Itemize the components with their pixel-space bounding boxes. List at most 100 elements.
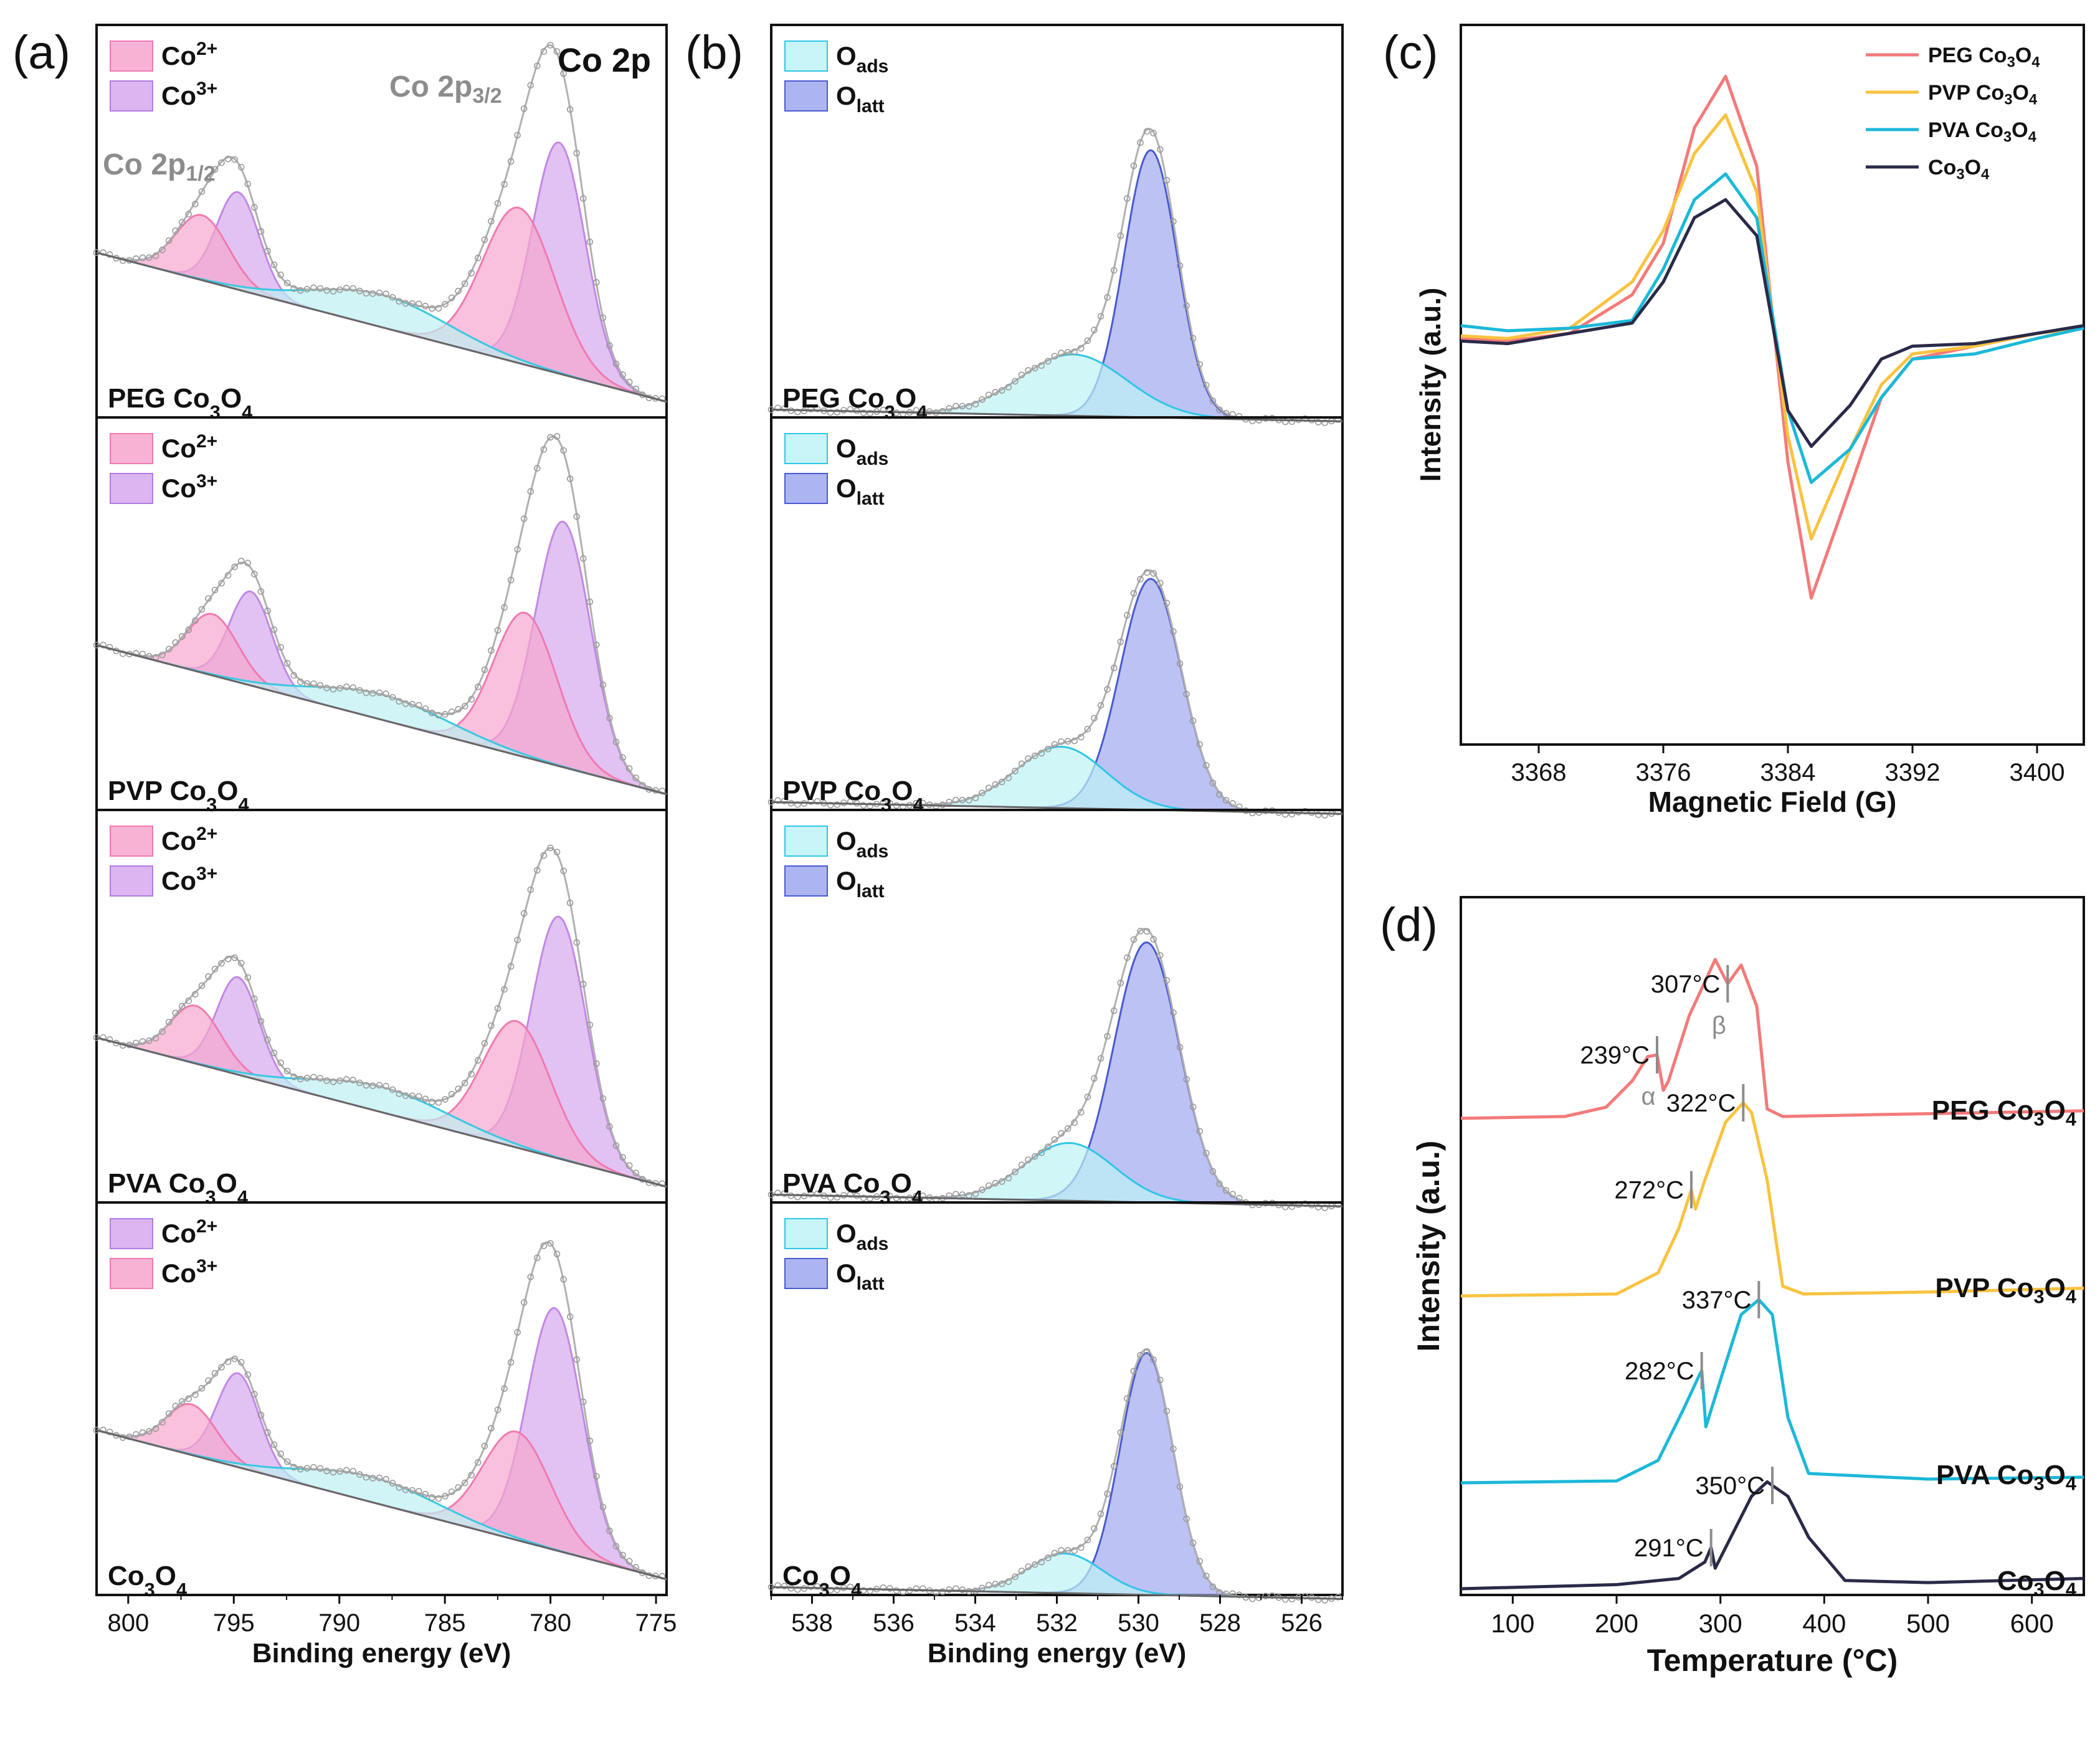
data-point	[185, 626, 192, 634]
data-point	[192, 991, 199, 998]
sample-label-part: PEG Co	[782, 383, 885, 414]
data-point	[1051, 1549, 1058, 1557]
data-point	[251, 571, 258, 578]
data-point	[270, 626, 278, 633]
data-point	[270, 1441, 278, 1449]
peak-label-2p32-text: Co 2p	[389, 70, 472, 103]
data-point	[244, 559, 252, 566]
legend-label: Co3+	[161, 471, 217, 503]
data-point	[1176, 262, 1184, 269]
data-point	[534, 465, 541, 472]
data-point	[999, 1580, 1005, 1588]
data-point	[553, 48, 561, 55]
data-point	[330, 685, 337, 693]
data-point	[527, 82, 535, 89]
data-point	[369, 1475, 376, 1482]
background-line	[771, 1586, 1343, 1600]
legend-label-text: O	[836, 81, 857, 110]
data-point	[972, 401, 979, 407]
data-point	[396, 1090, 402, 1097]
data-point	[461, 1479, 468, 1487]
data-point	[540, 852, 548, 859]
data-point	[277, 1059, 284, 1067]
data-point	[402, 700, 409, 707]
data-point	[1124, 954, 1131, 961]
sample-label-part: PEG Co	[108, 383, 210, 414]
data-point	[1012, 768, 1019, 774]
legend-label-sub: ads	[857, 841, 889, 862]
data-point	[349, 1077, 357, 1083]
data-point	[409, 1092, 416, 1100]
data-point	[1314, 419, 1322, 426]
plot-frame	[1460, 24, 2085, 746]
data-point	[1124, 195, 1131, 202]
data-point	[579, 1398, 587, 1406]
data-point	[1077, 1108, 1085, 1116]
data-point	[959, 1191, 966, 1198]
component-peak-fill	[771, 579, 1342, 814]
data-point	[178, 219, 186, 226]
data-point	[952, 402, 959, 410]
data-point	[218, 959, 225, 967]
data-point	[860, 1194, 867, 1202]
data-point	[1130, 936, 1138, 943]
sample-label-digit: 4	[916, 401, 927, 423]
sample-label-part: PVA Co	[782, 1168, 880, 1199]
data-point	[382, 290, 389, 297]
data-point	[270, 261, 278, 269]
data-point	[834, 1586, 841, 1593]
data-point	[1288, 1203, 1296, 1211]
data-point	[1150, 130, 1157, 136]
data-point	[363, 1473, 370, 1481]
data-point	[972, 794, 979, 801]
data-point	[349, 684, 357, 691]
legend-label-sub2: 4	[2028, 128, 2037, 145]
data-point	[1077, 345, 1085, 352]
legend-label-sub1: 3	[1956, 166, 1964, 183]
legend-label: Co3+	[161, 1256, 217, 1288]
data-point	[606, 1527, 613, 1535]
data-point	[952, 796, 959, 804]
data-point	[1005, 1578, 1012, 1585]
data-point	[1196, 741, 1204, 748]
data-point	[566, 475, 574, 482]
data-point	[435, 1495, 442, 1502]
data-point	[959, 402, 966, 410]
legend-label: Olatt	[836, 474, 885, 509]
data-point	[382, 1083, 389, 1090]
data-point	[540, 48, 548, 55]
data-point	[1170, 1445, 1177, 1452]
legend-swatch	[784, 826, 828, 857]
trace-label-sub1: 3	[2033, 1286, 2044, 1308]
legend-label-text: O	[836, 474, 857, 503]
data-point	[133, 1431, 140, 1438]
data-point	[363, 1082, 370, 1089]
data-point	[1196, 361, 1204, 368]
sample-label-digit: 3	[819, 1579, 830, 1601]
subplot-1: Co2+Co3+PVP Co3O4	[93, 431, 667, 816]
data-point	[389, 1086, 396, 1093]
data-point	[1314, 1596, 1322, 1603]
data-point	[264, 607, 271, 614]
x-tick-label: 775	[635, 1609, 677, 1637]
data-point	[330, 1469, 337, 1476]
data-point	[632, 385, 640, 393]
component-peak-fill	[97, 1021, 667, 1187]
data-point	[781, 405, 788, 412]
data-point	[343, 1076, 350, 1083]
data-point	[396, 1484, 402, 1491]
data-point	[1321, 1204, 1329, 1211]
data-point	[985, 1581, 992, 1589]
data-point	[1170, 628, 1177, 635]
data-point	[461, 703, 468, 710]
data-point	[847, 1583, 854, 1591]
data-point	[1110, 1463, 1118, 1470]
legend-swatch	[110, 80, 153, 112]
component-peak-fill	[771, 942, 1342, 1207]
data-point	[807, 406, 814, 412]
data-point	[290, 285, 298, 292]
data-point	[185, 1395, 192, 1402]
